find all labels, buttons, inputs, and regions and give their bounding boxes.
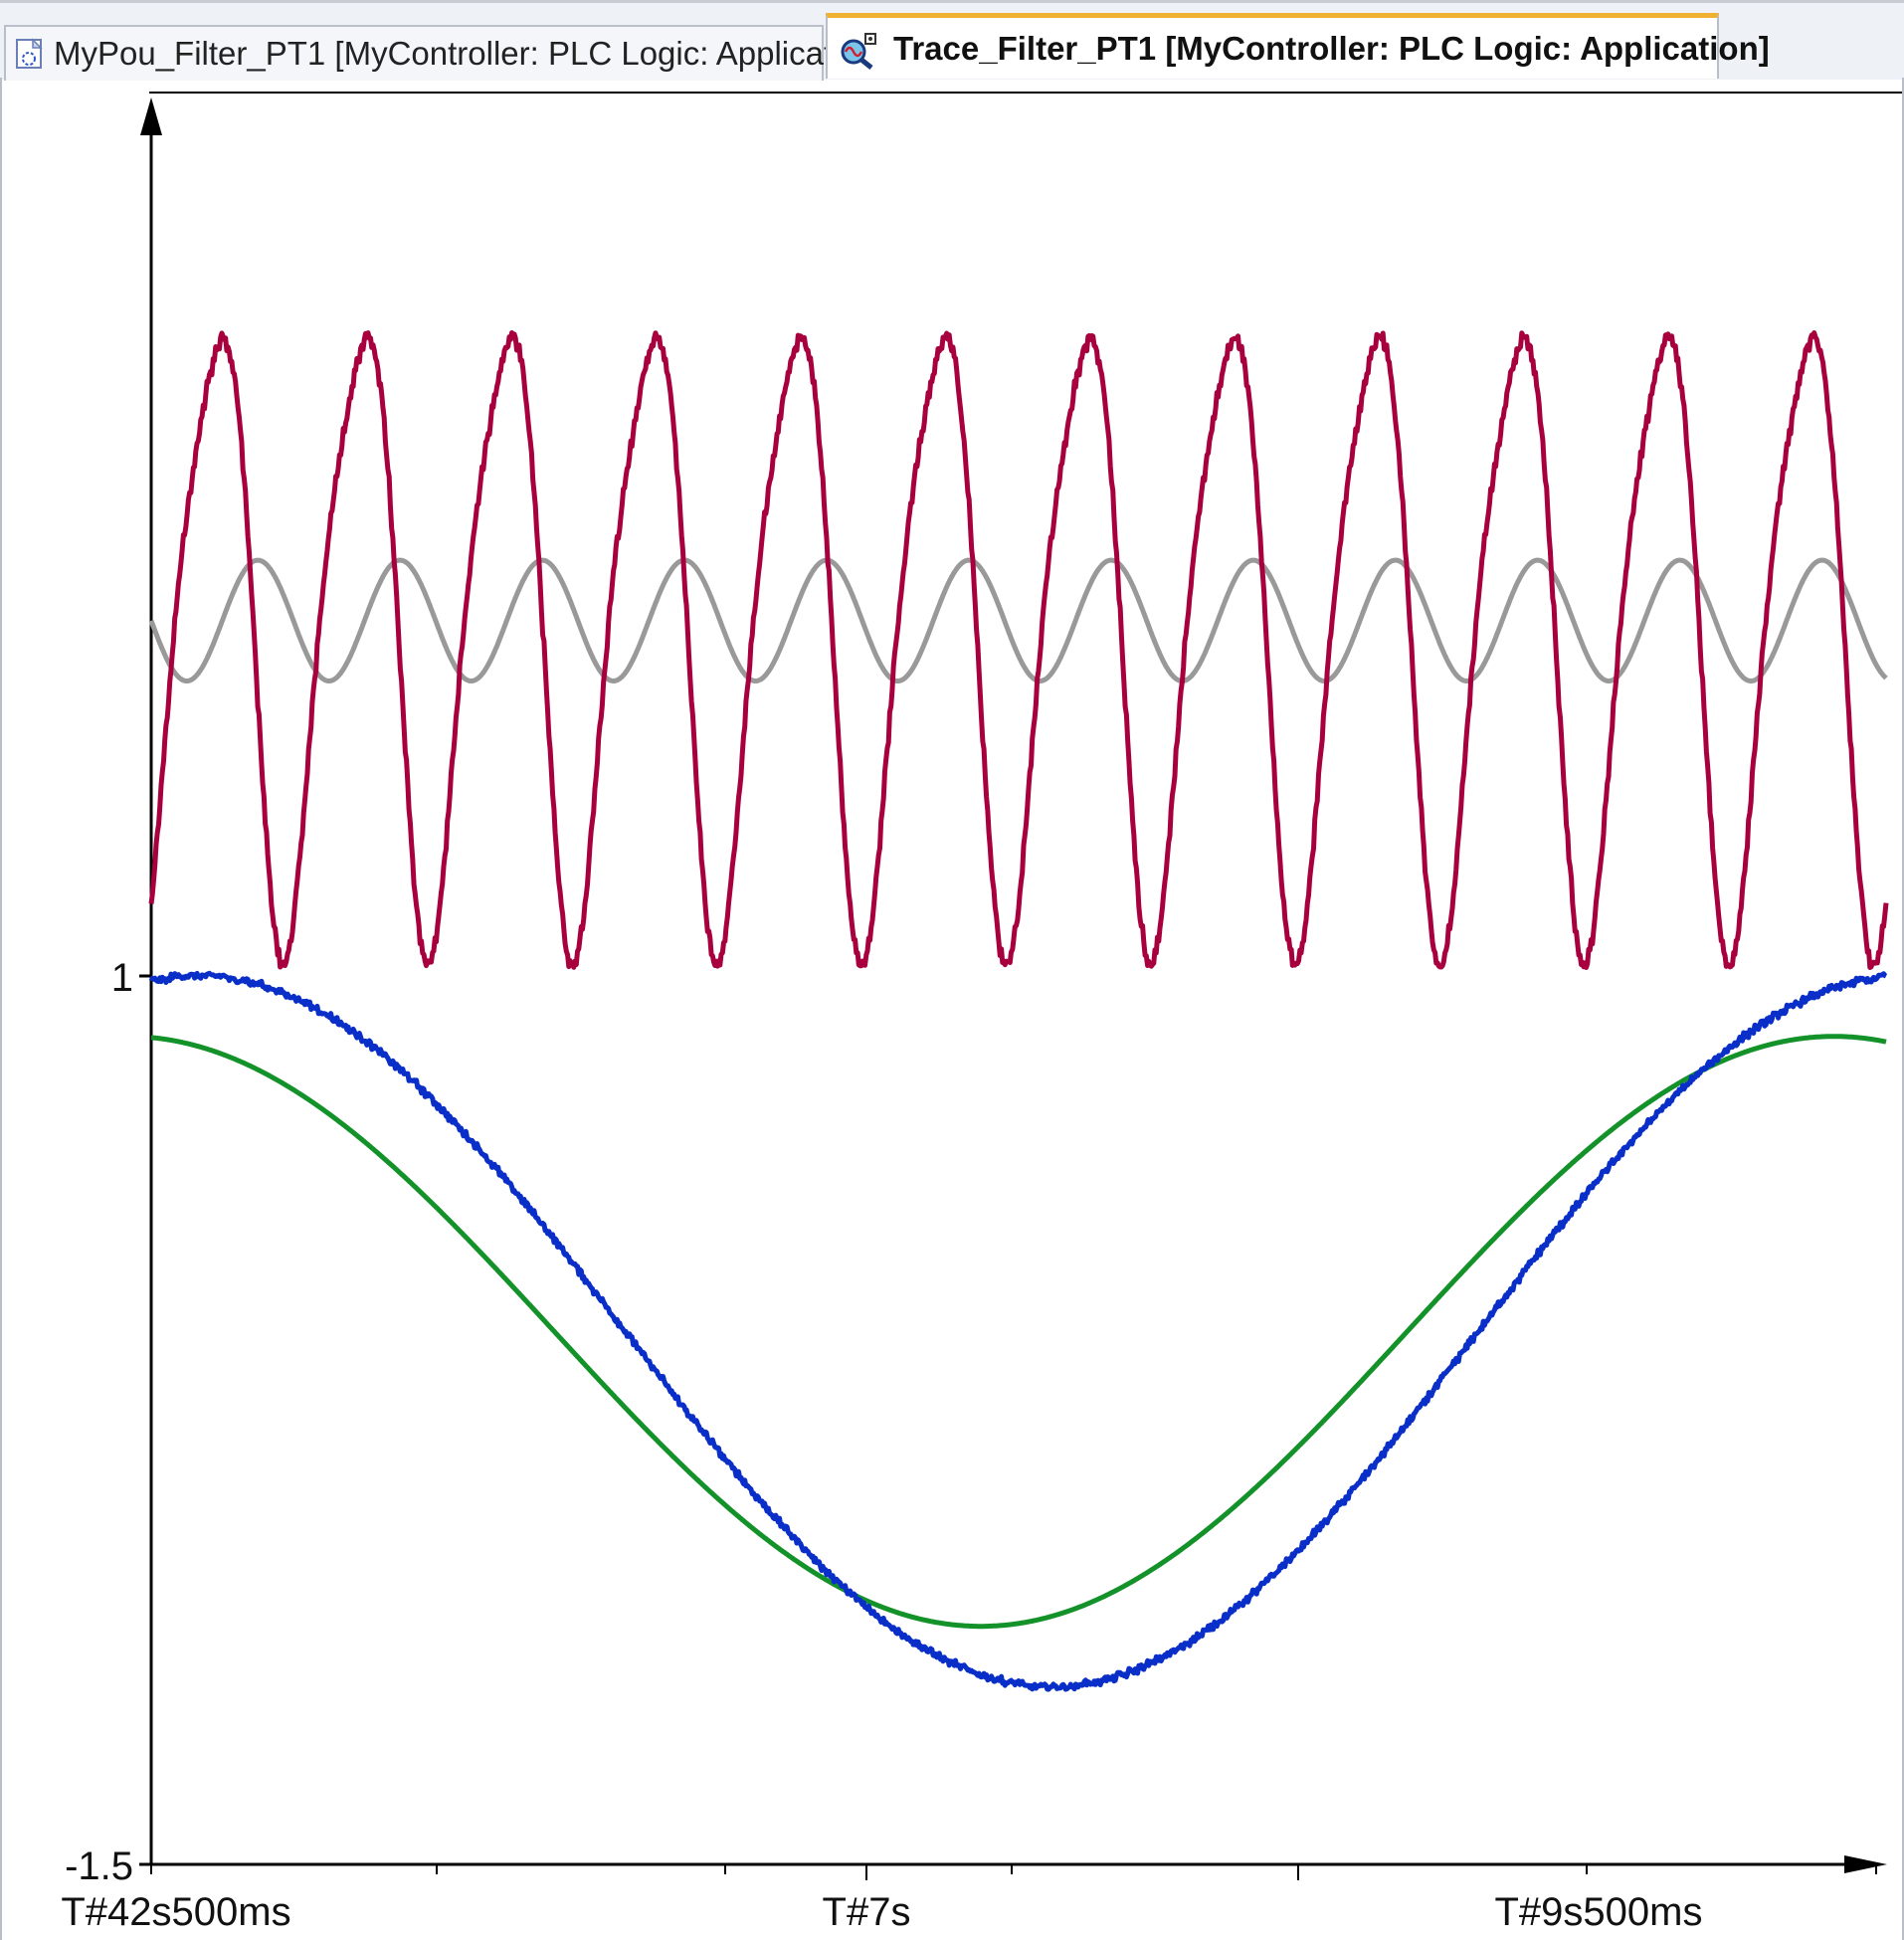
tab-mypou-filter[interactable]: MyPou_Filter_PT1 [MyController: PLC Logi…	[4, 25, 885, 81]
series-pt1-input-fast	[148, 330, 1889, 970]
tab-label: Trace_Filter_PT1 [MyController: PLC Logi…	[893, 29, 1770, 67]
series-raw-slow	[148, 970, 1888, 1692]
tab-label: MyPou_Filter_PT1 [MyController: PLC Logi…	[54, 35, 886, 72]
trace-panel: 1 -1.5 T#42s500ms T#7s T#9s500ms	[0, 78, 1904, 1940]
trace-chart: 1 -1.5 T#42s500ms T#7s T#9s500ms	[61, 92, 1902, 1934]
x-axis-ticks	[150, 1864, 1877, 1880]
x-tick-label-start: T#42s500ms	[61, 1890, 290, 1934]
y-axis-arrow	[140, 97, 162, 135]
series-reference-sine	[148, 557, 1888, 683]
y-tick-label-min: -1.5	[65, 1844, 133, 1888]
tab-trace-filter[interactable]: Trace_Filter_PT1 [MyController: PLC Logi…	[826, 13, 1770, 79]
series-layer	[148, 330, 1889, 1692]
pou-icon	[16, 38, 43, 69]
x-axis-arrow	[1844, 1855, 1887, 1873]
x-tick-label-mid: T#7s	[823, 1890, 911, 1934]
tab-bar: MyPou_Filter_PT1 [MyController: PLC Logi…	[0, 0, 1904, 81]
series-filtered-slow	[149, 1034, 1888, 1630]
x-tick-label-end: T#9s500ms	[1495, 1890, 1703, 1934]
trace-icon	[841, 33, 876, 70]
y-tick-label-1: 1	[111, 956, 133, 1000]
